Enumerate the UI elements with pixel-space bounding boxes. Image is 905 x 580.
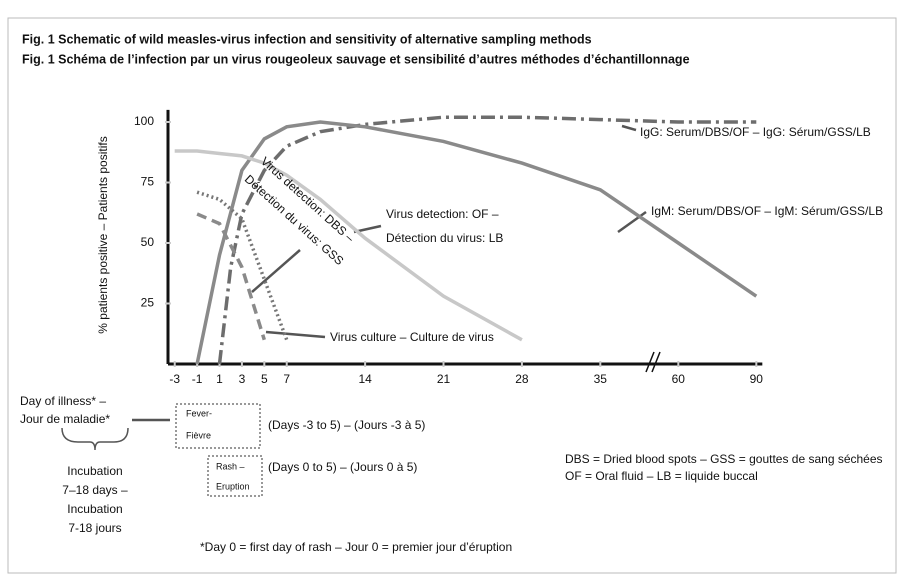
- rash-box: [207, 455, 263, 497]
- note: 7–18 days –: [62, 483, 128, 497]
- series-label: Virus detection: OF – Détection du virus:…: [386, 207, 503, 245]
- fever-box: [175, 403, 261, 449]
- series-line: [196, 212, 266, 341]
- series-line: [195, 120, 758, 365]
- note: (Days -3 to 5) – (Jours -3 à 5): [268, 418, 425, 432]
- series-line: [196, 190, 289, 341]
- series-label: IgG: Serum/DBS/OF – IgG: Sérum/GSS/LB: [640, 125, 871, 139]
- axis-break: [651, 351, 661, 373]
- note: Fièvre: [186, 430, 211, 440]
- note: 7-18 jours: [68, 521, 121, 535]
- x-tick-label: 28: [515, 372, 529, 386]
- x-tick-label: -3: [169, 372, 180, 386]
- x-tick-label: 5: [261, 372, 268, 386]
- note: Day of illness* –: [20, 394, 106, 408]
- note: *Day 0 = first day of rash – Jour 0 = pr…: [200, 540, 512, 554]
- note: (Days 0 to 5) – (Jours 0 à 5): [268, 460, 417, 474]
- arrow: [617, 210, 647, 234]
- series-label: Virus detection: DBS –Détection du virus…: [242, 154, 363, 268]
- x-tick-label: 1: [216, 372, 223, 386]
- y-tick-label: 100: [134, 114, 154, 128]
- note: OF = Oral fluid – LB = liquide buccal: [565, 469, 758, 483]
- frame: [7, 17, 897, 574]
- chart-subtitle: Fig. 1 Schéma de l’infection par un viru…: [22, 52, 690, 66]
- note: DBS = Dried blood spots – GSS = gouttes …: [565, 452, 883, 466]
- arrow: [251, 249, 301, 293]
- chart-title: Fig. 1 Schematic of wild measles-virus i…: [22, 32, 592, 46]
- arrow: [265, 330, 326, 339]
- x-tick-label: -1: [192, 372, 203, 386]
- y-tick-label: 50: [141, 235, 155, 249]
- arrow: [621, 124, 637, 132]
- x-tick-label: 90: [750, 372, 764, 386]
- series-label-line: Détection du virus: LB: [386, 231, 503, 245]
- x-tick-label: 35: [594, 372, 608, 386]
- y-axis-label: % patients positive – Patients positifs: [96, 136, 110, 333]
- series-line: [217, 115, 757, 365]
- note: Incubation: [67, 502, 122, 516]
- brace: [61, 427, 129, 451]
- note: Eruption: [216, 481, 250, 491]
- series-label: IgM: Serum/DBS/OF – IgM: Sérum/GSS/LB: [651, 204, 883, 218]
- x-tick-label: 14: [358, 372, 372, 386]
- x-tick-label: 3: [239, 372, 246, 386]
- note: Rash –: [216, 461, 245, 471]
- x-tick-label: 7: [283, 372, 290, 386]
- series-label-line: Virus detection: OF –: [386, 207, 499, 221]
- x-tick-label: 60: [672, 372, 686, 386]
- x-tick-label: 21: [437, 372, 451, 386]
- note: Incubation: [67, 464, 122, 478]
- y-tick-label: 75: [141, 175, 155, 189]
- series-label: Virus culture – Culture de virus: [330, 330, 494, 344]
- note: Jour de maladie*: [20, 412, 110, 426]
- series-line: [174, 149, 523, 342]
- axis-break: [645, 351, 655, 373]
- note: Fever-: [186, 408, 212, 418]
- y-tick-label: 25: [141, 296, 155, 310]
